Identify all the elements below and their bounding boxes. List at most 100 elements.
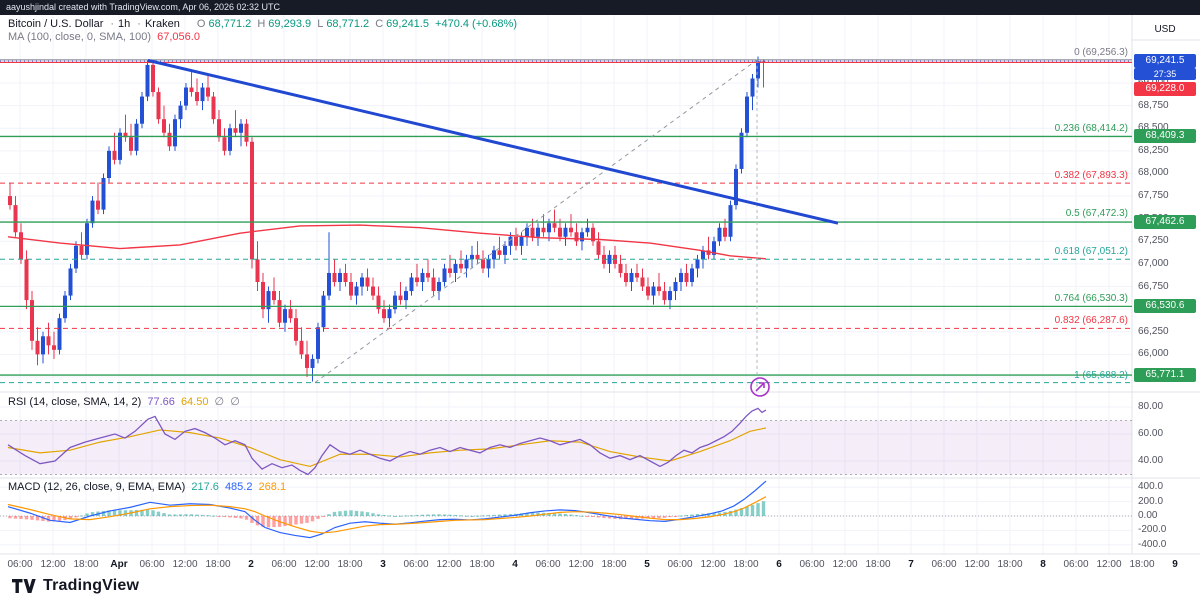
close-value: 69,241.5 (386, 18, 429, 30)
symbol-legend: Bitcoin / U.S. Dollar · 1h · Kraken O 68,771.… (8, 18, 520, 30)
price-tick-label: 68,750 (1138, 99, 1169, 111)
level-price-badge: 65,771.1 (1134, 368, 1196, 383)
tradingview-logo[interactable]: TradingView (12, 577, 1200, 595)
separator: · (137, 18, 141, 30)
price-tick-label: 68,250 (1138, 144, 1169, 156)
level-price-badge: 67,462.6 (1134, 215, 1196, 230)
current-price-badge: 69,241.5 (1134, 54, 1196, 69)
tradingview-logo-text: TradingView (43, 577, 140, 594)
macd-label[interactable]: MACD (12, 26, close, 9, EMA, EMA) (8, 481, 186, 493)
level-price-badge: 69,228.0 (1134, 82, 1196, 96)
pane-separators (0, 15, 1200, 555)
time-label: 18:00 (733, 559, 759, 570)
rsi-band (0, 420, 1132, 475)
time-label: 9 (1172, 559, 1178, 570)
high-label: H (257, 18, 266, 30)
rsi-line (7, 407, 767, 476)
time-label: 12:00 (1096, 559, 1122, 570)
time-label: 18:00 (337, 559, 363, 570)
time-label: 3 (380, 559, 386, 570)
price-tick-label: 66,750 (1138, 280, 1169, 292)
time-label: 06:00 (535, 559, 561, 570)
time-label: 18:00 (865, 559, 891, 570)
macd-line-value: 485.2 (224, 481, 253, 493)
attribution-text: aayushjindal created with TradingView.co… (6, 2, 280, 12)
macd-signal-line (7, 496, 767, 534)
time-label: 06:00 (1063, 559, 1089, 570)
descending-trendline[interactable] (147, 58, 839, 225)
price-scale-unit: USD (1154, 24, 1176, 35)
time-label: 18:00 (601, 559, 627, 570)
time-label: 12:00 (832, 559, 858, 570)
open-label: O (196, 18, 206, 30)
macd-tick-label: 400.0 (1138, 481, 1164, 493)
time-label: 18:00 (205, 559, 231, 570)
time-label: 7 (908, 559, 914, 570)
fib-level-label: 1 (65,688.2) (1074, 369, 1128, 381)
time-label: 4 (512, 559, 518, 570)
rsi-label[interactable]: RSI (14, close, SMA, 14, 2) (8, 396, 142, 408)
price-tick-label: 67,000 (1138, 257, 1169, 269)
rsi-legend: RSI (14, close, SMA, 14, 2) 77.66 64.50 … (8, 395, 243, 408)
time-label: 12:00 (964, 559, 990, 570)
time-label: 12:00 (700, 559, 726, 570)
fib-level-label: 0.832 (66,287.6) (1054, 315, 1128, 327)
time-label: 12:00 (172, 559, 198, 570)
rsi-tick-label: 60.00 (1138, 428, 1164, 439)
macd-tick-label: -400.0 (1138, 538, 1167, 550)
macd-tick-label: -200.0 (1138, 524, 1167, 536)
macd-legend: MACD (12, 26, close, 9, EMA, EMA) 217.6 … (8, 481, 289, 493)
ma-value: 67,056.0 (157, 31, 200, 43)
low-label: L (317, 18, 324, 30)
tradingview-logo-icon (12, 579, 36, 593)
change-value: +470.4 (+0.68%) (435, 18, 517, 30)
rsi-tick-label: 40.00 (1138, 455, 1164, 466)
exchange-label[interactable]: Kraken (144, 18, 180, 30)
time-label: 12:00 (568, 559, 594, 570)
time-label: 12:00 (304, 559, 330, 570)
level-price-badge: 66,530.6 (1134, 299, 1196, 314)
interval-label[interactable]: 1h (118, 18, 131, 30)
time-label: 06:00 (931, 559, 957, 570)
low-value: 68,771.2 (326, 18, 370, 30)
rsi-pane[interactable] (0, 407, 1132, 476)
ma-legend: MA (100, close, 0, SMA, 100) 67,056.0 (8, 31, 203, 43)
price-tick-label: 67,750 (1138, 190, 1169, 202)
ma-100-line[interactable] (7, 224, 767, 260)
time-label: 06:00 (7, 559, 33, 570)
rsi-tick-label: 80.00 (1138, 401, 1164, 412)
time-label: 18:00 (997, 559, 1023, 570)
fib-level-label: 0.618 (67,051.2) (1054, 246, 1128, 258)
time-label: Apr (110, 559, 128, 570)
time-label: 06:00 (403, 559, 429, 570)
bar-countdown-badge: 27:35 (1134, 68, 1196, 81)
open-value: 68,771.2 (208, 18, 252, 30)
price-tick-label: 68,500 (1138, 122, 1169, 134)
ma-label[interactable]: MA (100, close, 0, SMA, 100) (8, 31, 152, 43)
time-label: 6 (776, 559, 782, 570)
macd-pane[interactable] (0, 480, 1132, 539)
macd-signal-value: 268.1 (258, 481, 287, 493)
level-price-badge: 68,409.3 (1134, 129, 1196, 144)
annotation-circle-arrow[interactable] (750, 377, 770, 397)
time-label: 06:00 (139, 559, 165, 570)
time-label: 12:00 (436, 559, 462, 570)
price-tick-label: 66,250 (1138, 325, 1169, 337)
symbol-title[interactable]: Bitcoin / U.S. Dollar (8, 18, 104, 30)
fib-level-label: 0.236 (68,414.2) (1054, 122, 1128, 134)
rsi-ma-value: 64.50 (180, 396, 209, 408)
time-label: 12:00 (40, 559, 66, 570)
rsi-empty-value: ∅ (230, 396, 240, 408)
fib-level-label: 0 (69,256.3) (1074, 46, 1128, 58)
time-label: 18:00 (73, 559, 99, 570)
time-label: 8 (1040, 559, 1046, 570)
rsi-value: 77.66 (147, 396, 175, 408)
price-pane[interactable] (0, 56, 1132, 390)
time-label: 06:00 (271, 559, 297, 570)
separator: · (110, 18, 115, 30)
macd-tick-label: 200.0 (1138, 495, 1164, 507)
fib-level-label: 0.5 (67,472.3) (1065, 208, 1128, 220)
time-label: 06:00 (667, 559, 693, 570)
fib-level-label: 0.382 (67,893.3) (1054, 170, 1128, 182)
